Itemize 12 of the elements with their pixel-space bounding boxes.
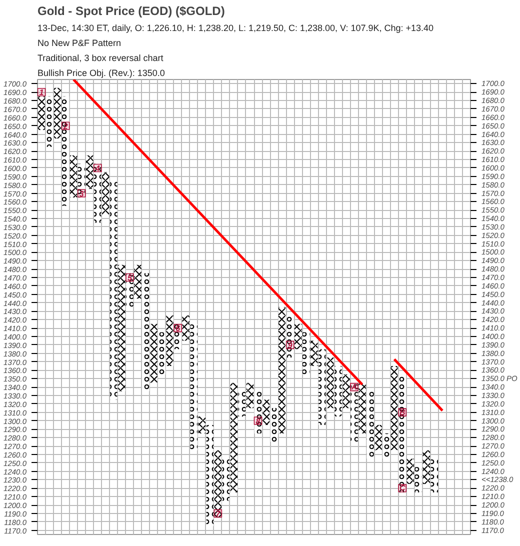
series-label: C bbox=[399, 484, 406, 493]
text: Traditional, 3 box reversal chart bbox=[38, 53, 164, 63]
series-label: 4 bbox=[94, 164, 100, 173]
chart-title: Gold - Spot Price (EOD) ($GOLD) bbox=[38, 4, 225, 18]
series-label: A bbox=[350, 382, 358, 392]
text: Bullish Price Obj. (Rev.): 1350.0 bbox=[38, 68, 165, 78]
series-label: 7 bbox=[216, 509, 221, 518]
series-label: 3 bbox=[79, 189, 84, 198]
text: No New P&F Pattern bbox=[38, 38, 122, 48]
series-label: 5 bbox=[127, 274, 132, 283]
chart-subtitle: 13-Dec, 14:30 ET, daily, O: 1,226.10, H: 1,238.20, L: 1,219.50, C: 1,238.00, V: 107.9K, Chg: +13.40 bbox=[38, 23, 434, 33]
series-label: 1 bbox=[39, 88, 44, 98]
